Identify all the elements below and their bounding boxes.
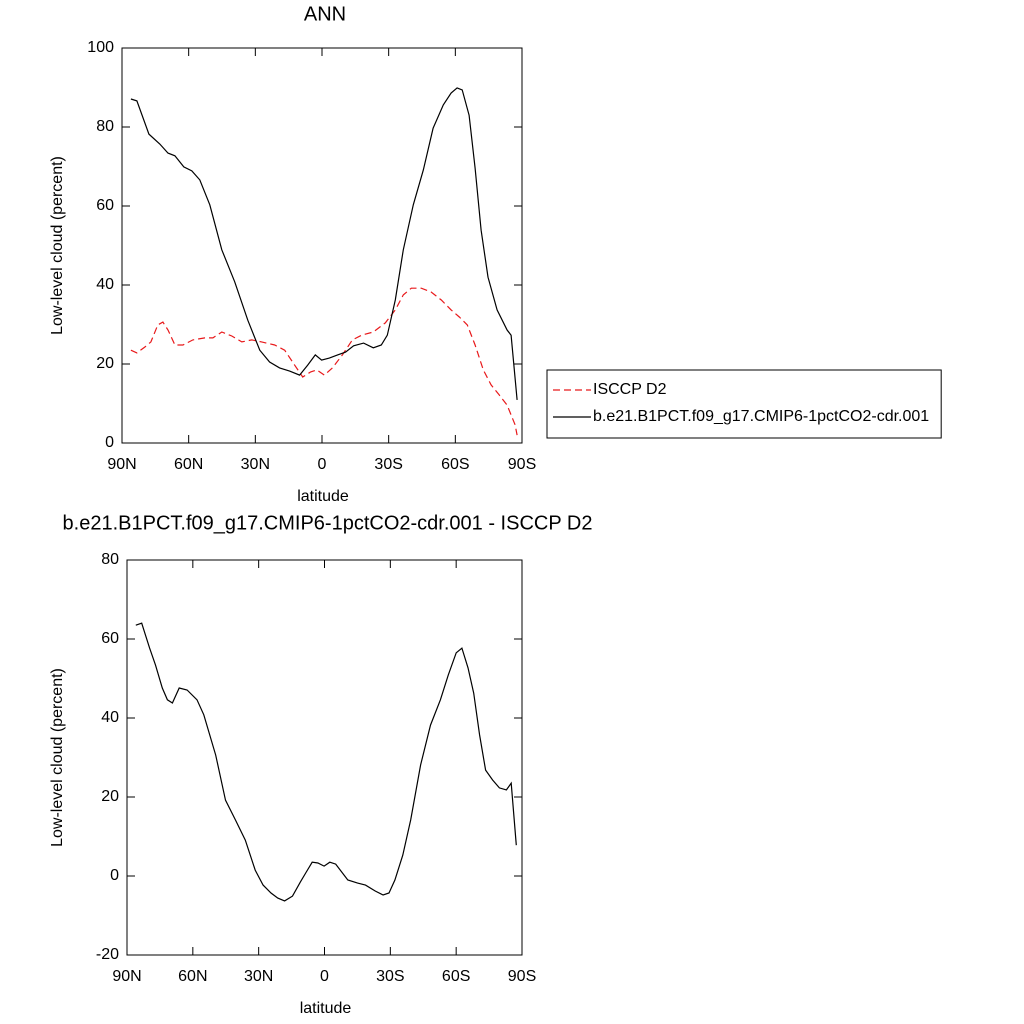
chart-title: ANN	[304, 3, 346, 25]
x-tick-label: 60N	[174, 456, 203, 473]
chart-title: b.e21.B1PCT.f09_g17.CMIP6-1pctCO2-cdr.00…	[63, 512, 593, 534]
y-tick-label: 20	[96, 355, 114, 372]
data-line	[130, 87, 518, 400]
x-tick-label: 30S	[376, 968, 404, 985]
x-tick-label: 60S	[441, 456, 469, 473]
x-tick-label: 90N	[112, 968, 141, 985]
y-tick-label: 80	[101, 551, 119, 568]
x-tick-label: 30S	[374, 456, 402, 473]
y-axis-label: Low-level cloud (percent)	[49, 156, 66, 335]
legend-label: b.e21.B1PCT.f09_g17.CMIP6-1pctCO2-cdr.00…	[593, 408, 929, 425]
x-tick-label: 90S	[508, 968, 536, 985]
x-tick-label: 0	[320, 968, 329, 985]
x-tick-label: 30N	[241, 456, 270, 473]
x-axis-label: latitude	[297, 488, 349, 505]
y-axis-label: Low-level cloud (percent)	[49, 668, 66, 847]
x-tick-label: 60N	[178, 968, 207, 985]
legend: ISCCP D2 b.e21.B1PCT.f09_g17.CMIP6-1pctCO…	[546, 369, 942, 439]
x-tick-label: 90S	[508, 456, 536, 473]
data-line	[135, 622, 517, 902]
legend-frame	[546, 369, 942, 439]
y-tick-label: 20	[101, 788, 119, 805]
y-tick-label: 0	[105, 434, 114, 451]
plot-frame	[121, 47, 523, 444]
x-tick-label: 60S	[442, 968, 470, 985]
x-axis-label: latitude	[300, 1000, 352, 1017]
data-line	[130, 287, 518, 436]
plot-frame	[126, 559, 523, 956]
y-tick-label: 100	[87, 39, 114, 56]
legend-label: ISCCP D2	[593, 381, 667, 398]
y-tick-label: -20	[96, 946, 119, 963]
y-tick-label: 0	[110, 867, 119, 884]
y-tick-label: 60	[101, 630, 119, 647]
x-tick-label: 0	[318, 456, 327, 473]
y-tick-label: 40	[101, 709, 119, 726]
x-tick-label: 30N	[244, 968, 273, 985]
y-tick-label: 60	[96, 197, 114, 214]
y-tick-label: 80	[96, 118, 114, 135]
x-tick-label: 90N	[107, 456, 136, 473]
y-tick-label: 40	[96, 276, 114, 293]
